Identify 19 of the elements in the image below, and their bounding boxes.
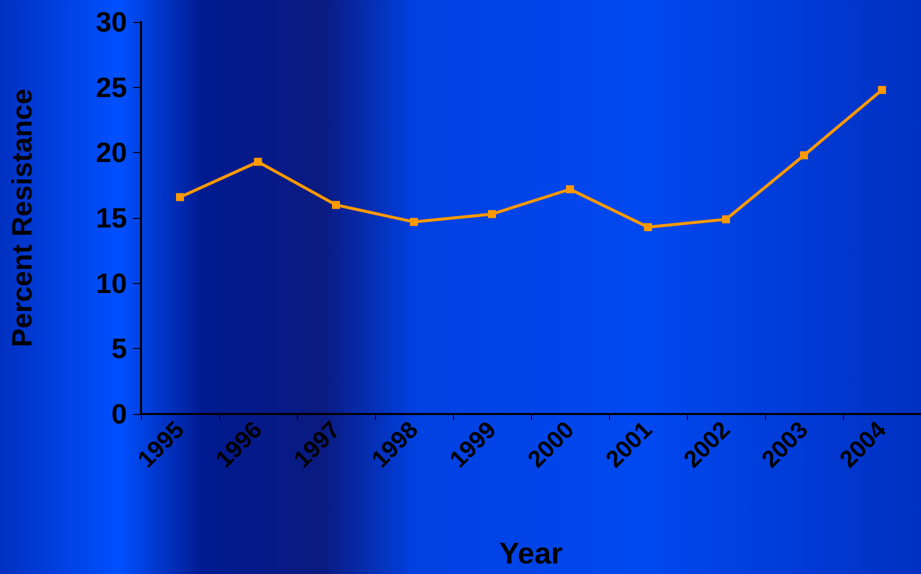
x-axis-title: Year bbox=[499, 538, 564, 570]
point bbox=[410, 218, 418, 226]
point bbox=[176, 193, 184, 202]
y-tick-label: 30 bbox=[96, 6, 127, 38]
y-axis-title: Percent Resistance bbox=[6, 88, 38, 348]
point bbox=[878, 86, 886, 94]
y-tick-label: 0 bbox=[111, 398, 127, 430]
point bbox=[644, 223, 652, 232]
point bbox=[722, 215, 730, 224]
point bbox=[254, 158, 262, 166]
y-tick-label: 5 bbox=[111, 333, 127, 364]
y-tick-label: 15 bbox=[96, 202, 127, 234]
y-tick-label: 25 bbox=[96, 72, 127, 103]
point bbox=[566, 185, 574, 194]
point bbox=[488, 210, 496, 218]
point bbox=[332, 200, 340, 209]
y-tick-label: 20 bbox=[96, 137, 127, 168]
point bbox=[800, 151, 808, 160]
y-tick-label: 10 bbox=[96, 268, 127, 299]
